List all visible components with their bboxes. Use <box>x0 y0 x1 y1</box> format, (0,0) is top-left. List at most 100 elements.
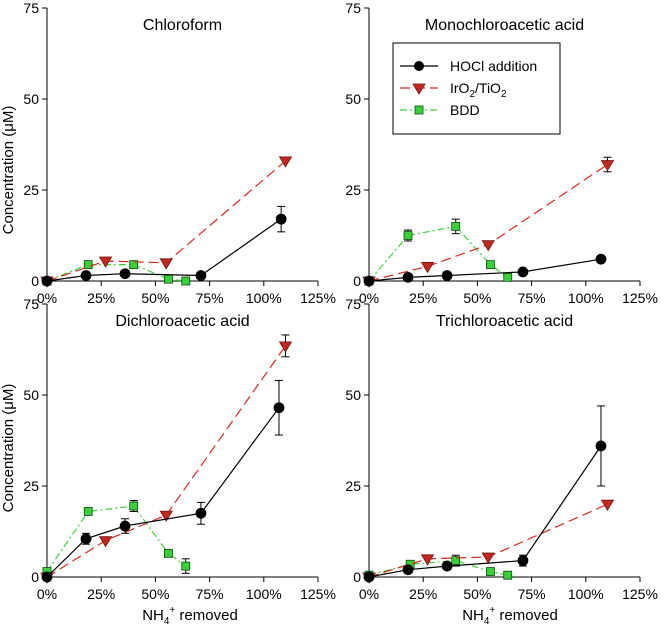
y-tick-label: 25 <box>23 182 39 198</box>
data-point-hocl <box>402 271 414 283</box>
x-tick-label: 75% <box>518 290 546 306</box>
x-axis-label-left: NH4+ removed <box>142 605 238 627</box>
panel-title: Chloroform <box>143 17 222 34</box>
data-point-hocl <box>275 213 287 225</box>
y-tick-label: 25 <box>345 478 361 494</box>
x-tick-label: 0% <box>359 586 379 602</box>
data-point-hocl <box>41 275 53 287</box>
series-line-iro2 <box>46 345 286 578</box>
legend-entry-bdd: BDD <box>400 102 480 118</box>
data-point-hocl <box>517 555 529 567</box>
data-point-hocl <box>41 571 53 583</box>
y-tick-label: 0 <box>353 569 361 585</box>
panel-title: Monochloroacetic acid <box>425 17 584 34</box>
y-tick-label: 25 <box>345 182 361 198</box>
data-point-bdd <box>83 260 93 270</box>
data-point-hocl <box>402 564 414 576</box>
y-axis-label-bottom: Concentration (μM) <box>0 384 17 513</box>
series-iro2 <box>40 156 293 288</box>
data-point-iro2 <box>278 156 293 168</box>
data-point-iro2 <box>600 160 615 172</box>
x-tick-label: 100% <box>568 586 604 602</box>
panel-title: Trichloroacetic acid <box>436 313 573 330</box>
data-point-bdd <box>486 567 495 576</box>
data-point-hocl <box>595 440 607 452</box>
data-point-bdd <box>164 274 173 284</box>
x-tick-label: 25% <box>409 586 437 602</box>
data-point-hocl <box>363 571 375 583</box>
data-point-bdd <box>451 556 461 566</box>
data-point-hocl <box>441 270 453 281</box>
data-point-iro2 <box>600 499 615 511</box>
x-tick-label: 0% <box>359 290 379 306</box>
x-tick-label: 125% <box>300 290 336 306</box>
x-tick-label: 100% <box>568 290 604 306</box>
series-line-iro2 <box>368 503 608 578</box>
series-line-bdd <box>46 505 187 572</box>
data-point-iro2 <box>159 510 173 522</box>
data-point-bdd <box>503 570 513 580</box>
legend: HOCl addition IrO2/TiO2 BDD <box>392 42 561 135</box>
data-point-bdd <box>503 272 513 282</box>
data-point-iro2 <box>420 554 435 566</box>
legend-marker-hocl <box>414 61 424 71</box>
series-line-hocl <box>46 407 280 578</box>
data-point-bdd <box>486 260 495 270</box>
legend-entry-iro2: IrO2/TiO2 <box>400 80 507 100</box>
data-point-bdd <box>129 260 139 270</box>
data-point-iro2 <box>98 536 113 548</box>
series-hocl <box>41 379 285 583</box>
data-point-iro2 <box>481 240 495 252</box>
data-point-iro2 <box>98 256 113 268</box>
panel-3: 0 25 50 75 0% 25% 50% 75% 100% 125% Dichloroacetic… <box>23 296 335 602</box>
y-axis-label-top: Concentration (μM) <box>0 106 17 235</box>
data-point-hocl <box>363 275 375 287</box>
data-point-iro2 <box>481 552 495 564</box>
series-line-iro2 <box>368 164 608 282</box>
data-point-bdd <box>451 221 461 231</box>
x-tick-label: 25% <box>409 290 437 306</box>
x-tick-label: 0% <box>37 290 57 306</box>
x-tick-label: 75% <box>196 290 224 306</box>
data-point-hocl <box>80 270 92 281</box>
x-tick-label: 50% <box>463 586 491 602</box>
data-point-hocl <box>595 253 607 265</box>
data-point-iro2 <box>159 258 173 270</box>
y-tick-label: 75 <box>345 296 361 312</box>
data-point-hocl <box>119 268 131 280</box>
x-tick-label: 25% <box>87 290 115 306</box>
y-tick-label: 0 <box>31 273 39 289</box>
series-line-bdd <box>368 225 509 282</box>
legend-label-hocl: HOCl addition <box>450 58 537 74</box>
data-point-bdd <box>129 501 139 511</box>
data-point-hocl <box>517 266 529 278</box>
legend-marker-bdd <box>414 105 424 115</box>
data-point-bdd <box>403 231 413 240</box>
y-tick-label: 50 <box>345 91 361 107</box>
panel-4: 0 25 50 75 0% 25% 50% 75% 100% 125% Trichloroaceti… <box>345 296 657 602</box>
x-tick-label: 125% <box>300 586 336 602</box>
data-point-hocl <box>195 270 207 281</box>
panel-2: 0 25 50 75 0% 25% 50% 75% 100% 125% Monochloroacet… <box>345 0 657 306</box>
data-point-hocl <box>80 533 92 545</box>
data-point-hocl <box>441 560 453 572</box>
series-bdd <box>364 218 513 286</box>
legend-label-iro2: IrO2/TiO2 <box>450 80 507 100</box>
series-hocl <box>363 405 607 583</box>
y-tick-label: 75 <box>23 0 39 16</box>
x-tick-label: 25% <box>87 586 115 602</box>
x-tick-label: 125% <box>622 290 658 306</box>
x-tick-label: 0% <box>37 586 57 602</box>
panel-1: 0 25 50 75 0% 25% 50% 75% 100% 125% Chloroform <box>23 0 335 306</box>
data-point-bdd <box>181 276 191 286</box>
legend-label-bdd: BDD <box>450 102 480 118</box>
x-tick-label: 125% <box>622 586 658 602</box>
data-point-hocl <box>119 520 131 532</box>
x-tick-label: 50% <box>463 290 491 306</box>
x-tick-label: 100% <box>246 586 282 602</box>
x-tick-label: 50% <box>141 290 169 306</box>
data-point-bdd <box>181 561 191 571</box>
data-point-bdd <box>164 548 173 558</box>
